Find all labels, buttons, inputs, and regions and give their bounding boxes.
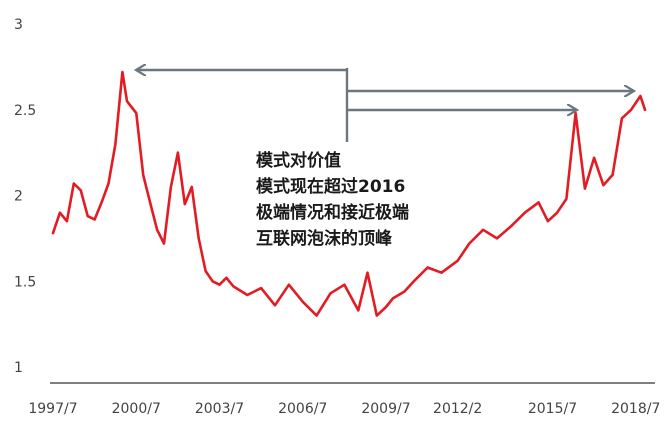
y-tick-label: 3 — [14, 17, 23, 33]
y-axis-ticks: 1 1.5 2 2.5 3 — [14, 17, 36, 376]
y-tick-label: 1 — [14, 360, 23, 376]
annotation-line: 互联网泡沫的顶峰 — [256, 228, 393, 249]
arrows — [136, 68, 634, 142]
annotation-line: 极端情况和接近极端 — [256, 202, 409, 223]
annotation: 模式对价值 模式现在超过2016 极端情况和接近极端 互联网泡沫的顶峰 — [256, 150, 409, 249]
y-tick-label: 1.5 — [14, 274, 36, 290]
x-tick-label: 2012/2 — [433, 401, 482, 417]
x-tick-label: 1997/7 — [28, 401, 77, 417]
x-tick-label: 2015/7 — [528, 401, 577, 417]
x-tick-label: 2000/7 — [112, 401, 161, 417]
y-tick-label: 2 — [14, 189, 23, 205]
x-axis-ticks: 1997/7 2000/7 2003/7 2006/7 2009/7 2012/2 2015… — [28, 401, 660, 417]
annotation-line: 模式对价值 — [256, 150, 341, 171]
y-tick-label: 2.5 — [14, 103, 36, 119]
x-tick-label: 2009/7 — [361, 401, 410, 417]
annotation-line: 模式现在超过2016 — [256, 176, 405, 197]
x-tick-label: 2003/7 — [195, 401, 244, 417]
x-tick-label: 2006/7 — [278, 401, 327, 417]
x-tick-label: 2018/7 — [611, 401, 660, 417]
series-line — [51, 70, 647, 317]
